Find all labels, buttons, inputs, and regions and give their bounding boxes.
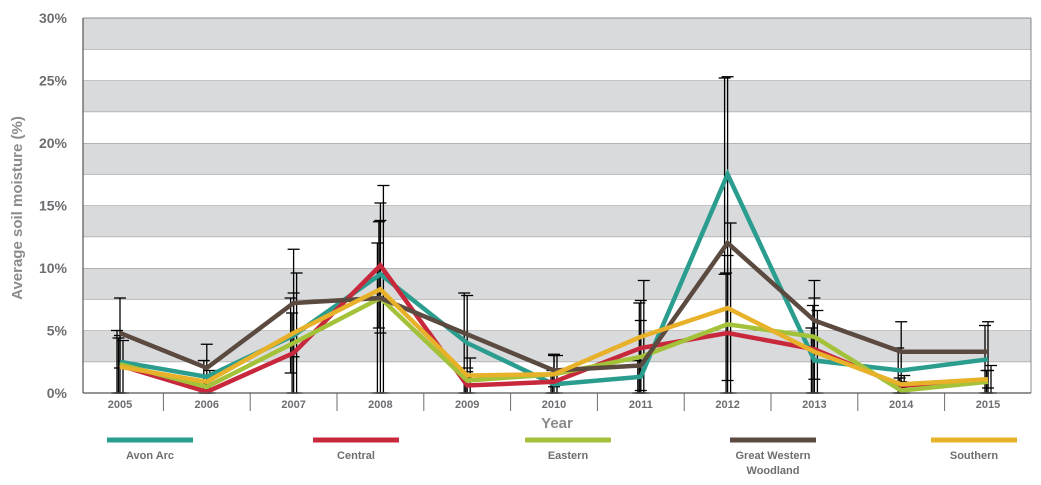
- x-tick-label: 2005: [108, 399, 132, 411]
- x-axis-title: Year: [541, 415, 573, 432]
- x-tick-label: 2015: [976, 399, 1000, 411]
- x-tick-label: 2014: [889, 399, 914, 411]
- legend-label: Eastern: [548, 450, 589, 462]
- legend: Avon Arc Central Eastern Great Western Woodl…: [107, 437, 1017, 477]
- grid-band: [83, 236, 1031, 268]
- y-tick-label: 10%: [39, 260, 68, 276]
- grid-band: [83, 268, 1031, 300]
- legend-label-line: Woodland: [747, 465, 800, 477]
- series-lines: [119, 168, 989, 395]
- x-tick-label: 2013: [802, 399, 826, 411]
- y-axis-ticks: 0% 5% 10% 15% 20% 25% 30%: [39, 10, 68, 401]
- grid-band: [83, 174, 1031, 206]
- x-tick-label: 2008: [368, 399, 392, 411]
- y-tick-label: 20%: [39, 135, 68, 151]
- series-line-great-western-woodland: [119, 239, 988, 373]
- x-tick-label: 2011: [629, 399, 653, 411]
- x-tick-label: 2012: [715, 399, 739, 411]
- grid-band: [83, 18, 1031, 50]
- grid-band: [83, 111, 1031, 143]
- x-tick-label: 2007: [281, 399, 305, 411]
- y-tick-label: 5%: [47, 323, 68, 339]
- x-tick-label: 2006: [195, 399, 219, 411]
- x-tick-label: 2009: [455, 399, 479, 411]
- legend-label: Great Western Woodland: [736, 450, 811, 477]
- legend-label: Avon Arc: [126, 450, 174, 462]
- grid-band: [83, 49, 1031, 81]
- grid-band: [83, 299, 1031, 331]
- y-tick-label: 30%: [39, 10, 68, 26]
- grid-band: [83, 143, 1031, 175]
- grid-band: [83, 205, 1031, 237]
- x-axis-ticks: 2005 2006 2007 2008 2009 2010 2011 2012 2013 2014…: [108, 393, 1000, 411]
- legend-label: Central: [337, 450, 375, 462]
- x-tick-label: 2010: [542, 399, 566, 411]
- grid-bands: [83, 17, 1031, 393]
- y-tick-label: 0%: [47, 385, 68, 401]
- grid-band: [83, 80, 1031, 112]
- y-tick-label: 25%: [39, 73, 68, 89]
- legend-label-line: Great Western: [736, 450, 811, 462]
- axes: [82, 18, 1032, 394]
- series-line-southern: [119, 286, 989, 387]
- y-tick-label: 15%: [39, 198, 68, 214]
- legend-label: Southern: [950, 450, 999, 462]
- y-axis-title: Average soil moisture (%): [9, 116, 26, 300]
